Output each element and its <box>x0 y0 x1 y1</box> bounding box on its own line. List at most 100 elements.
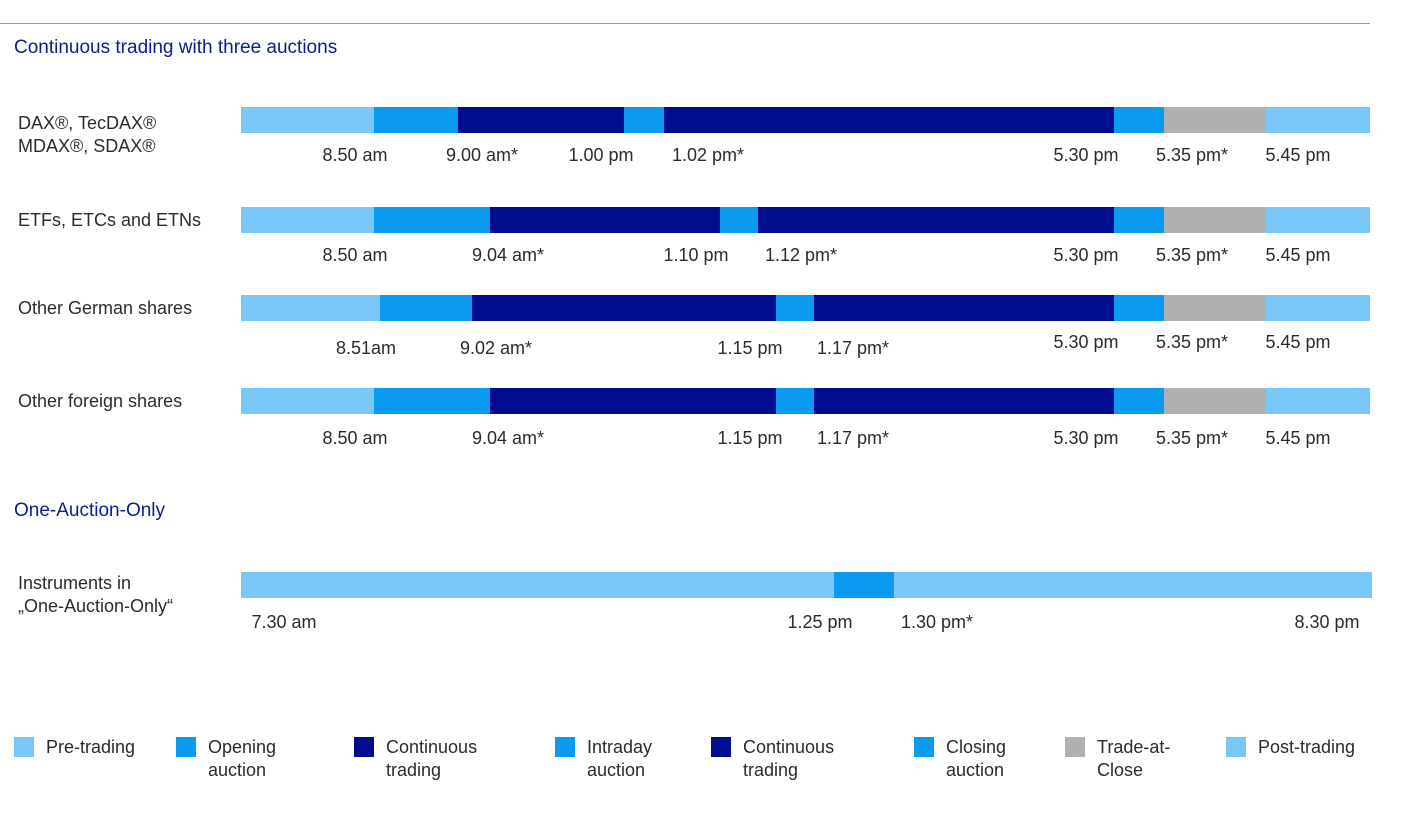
row-label-line: DAX®, TecDAX® <box>18 113 157 133</box>
legend-text: Intraday auction <box>587 736 652 782</box>
segment-pre-trading <box>241 572 834 598</box>
time-label: 9.04 am* <box>471 245 545 265</box>
legend-text: Pre-trading <box>46 736 135 759</box>
section-title-one-auction-only: One-Auction-Only <box>14 500 166 521</box>
time-label: 9.00 am* <box>445 145 519 165</box>
legend-swatch <box>711 737 731 757</box>
legend-line: trading <box>386 760 442 780</box>
segment-pre-trading <box>241 388 374 414</box>
time-label: 1.02 pm* <box>671 145 745 165</box>
legend-swatch <box>914 737 934 757</box>
segment-post-trading <box>1266 207 1370 233</box>
time-label: 1.17 pm* <box>816 428 890 448</box>
legend-line: Pre-trading <box>46 737 136 757</box>
legend-line: Continuous <box>386 737 478 757</box>
segment-pre-trading <box>241 107 374 133</box>
segment-post-trading <box>1266 388 1370 414</box>
top-divider <box>0 23 1370 24</box>
row-label: ETFs, ETCs and ETNs <box>18 209 201 232</box>
legend-line: auction <box>208 760 267 780</box>
row-label: Instruments in „One-Auction-Only“ <box>18 572 173 618</box>
row-label-line: Other German shares <box>18 298 193 318</box>
time-label: 8.50 am <box>322 245 388 265</box>
legend-text: Post-trading <box>1258 736 1355 759</box>
time-label: 8.30 pm <box>1294 612 1360 632</box>
legend-line: Opening <box>208 737 277 757</box>
segment-intraday-auction <box>776 295 814 321</box>
legend-text: Continuous trading <box>743 736 834 782</box>
segment-continuous-trading <box>490 207 720 233</box>
segment-continuous-trading <box>814 295 1114 321</box>
time-label: 5.45 pm <box>1265 332 1331 352</box>
legend-line: Close <box>1097 760 1144 780</box>
segment-intraday-auction <box>776 388 814 414</box>
legend-text: Trade-at- Close <box>1097 736 1170 782</box>
segment-closing-auction <box>1114 388 1164 414</box>
legend-item-continuous-trading-2: Continuous trading <box>711 736 834 782</box>
segment-pre-trading <box>241 295 380 321</box>
time-label: 9.02 am* <box>459 338 533 358</box>
segment-trade-at-close <box>1164 207 1266 233</box>
time-label: 1.10 pm <box>663 245 729 265</box>
time-label: 5.35 pm* <box>1155 332 1229 352</box>
time-label: 5.30 pm <box>1053 428 1119 448</box>
row-label-line: Other foreign shares <box>18 391 183 411</box>
legend-item-pre-trading: Pre-trading <box>14 736 135 759</box>
legend-item-intraday-auction: Intraday auction <box>555 736 652 782</box>
time-label: 1.30 pm* <box>900 612 974 632</box>
time-label: 5.30 pm <box>1053 332 1119 352</box>
segment-opening-auction <box>380 295 472 321</box>
segment-opening-auction <box>374 388 490 414</box>
legend-line: Trade-at- <box>1097 737 1171 757</box>
legend-line: Continuous <box>743 737 835 757</box>
legend-item-trade-at-close: Trade-at- Close <box>1065 736 1170 782</box>
legend-text: Opening auction <box>208 736 276 782</box>
time-label: 1.25 pm <box>787 612 853 632</box>
legend-line: auction <box>946 760 1005 780</box>
segment-trade-at-close <box>1164 295 1266 321</box>
row-label: Other German shares <box>18 297 192 320</box>
legend-line: auction <box>587 760 646 780</box>
segment-pre-trading <box>241 207 374 233</box>
segment-continuous-trading <box>664 107 1114 133</box>
segment-trade-at-close <box>1164 388 1266 414</box>
segment-opening-auction <box>374 107 458 133</box>
time-label: 8.50 am <box>322 145 388 165</box>
time-label: 1.12 pm* <box>764 245 838 265</box>
time-label: 7.30 am <box>251 612 317 632</box>
time-label: 5.30 pm <box>1053 245 1119 265</box>
legend-item-opening-auction: Opening auction <box>176 736 276 782</box>
legend-swatch <box>176 737 196 757</box>
legend-swatch <box>354 737 374 757</box>
segment-post-trading <box>1266 295 1370 321</box>
legend-swatch <box>1226 737 1246 757</box>
time-label: 8.51am <box>335 338 397 358</box>
segment-closing-auction <box>1114 107 1164 133</box>
time-label: 1.17 pm* <box>816 338 890 358</box>
legend-text: Continuous trading <box>386 736 477 782</box>
time-label: 5.35 pm* <box>1155 428 1229 448</box>
row-label-line: MDAX®, SDAX® <box>18 136 156 156</box>
time-label: 5.45 pm <box>1265 245 1331 265</box>
segment-intraday-auction <box>624 107 664 133</box>
segment-intraday-auction <box>720 207 758 233</box>
legend-line: Intraday <box>587 737 653 757</box>
legend-swatch <box>14 737 34 757</box>
time-label: 5.45 pm <box>1265 145 1331 165</box>
segment-continuous-trading <box>458 107 624 133</box>
time-label: 1.00 pm <box>568 145 634 165</box>
legend-item-post-trading: Post-trading <box>1226 736 1355 759</box>
legend-swatch <box>1065 737 1085 757</box>
segment-continuous-trading <box>472 295 776 321</box>
time-label: 5.35 pm* <box>1155 145 1229 165</box>
segment-post-trading <box>894 572 1372 598</box>
legend-line: Closing <box>946 737 1007 757</box>
time-label: 1.15 pm <box>717 428 783 448</box>
segment-continuous-trading <box>814 388 1114 414</box>
segment-closing-auction <box>1114 295 1164 321</box>
segment-continuous-trading <box>490 388 776 414</box>
legend-line: trading <box>743 760 799 780</box>
time-label: 5.35 pm* <box>1155 245 1229 265</box>
segment-trade-at-close <box>1164 107 1266 133</box>
legend-text: Closing auction <box>946 736 1006 782</box>
